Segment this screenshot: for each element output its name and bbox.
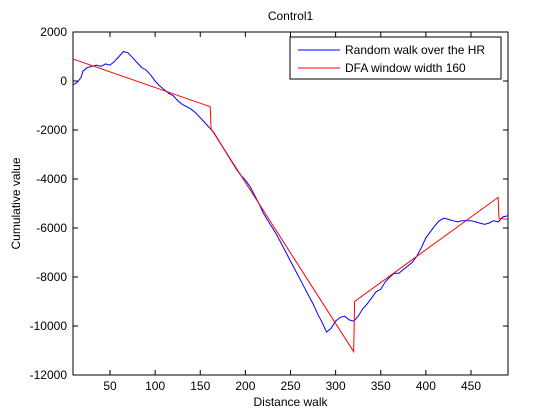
legend-label-1: DFA window width 160 [345,61,466,75]
chart-title: Control1 [268,9,314,23]
x-tick-label: 350 [371,379,391,393]
x-tick-label: 250 [280,379,300,393]
axis-layer: 50 100 150 200 250 300 350 400 450 2000 0 -2000 -400… [30,25,508,393]
legend-label-0: Random walk over the HR [345,43,485,57]
y-tick-label: 2000 [40,25,67,39]
x-tick-label: 100 [145,379,165,393]
y-axis-title: Cumulative value [9,157,23,249]
y-tick-label: -10000 [30,319,68,333]
x-tick-label: 400 [416,379,436,393]
series-line-0 [73,51,508,333]
y-tick-label: -8000 [36,270,67,284]
legend-box [289,36,502,80]
y-tick-label: 0 [60,74,67,88]
x-tick-label: 200 [235,379,255,393]
plot-area [72,31,509,376]
y-tick-label: -2000 [36,123,67,137]
series-line-1 [73,58,508,354]
x-tick-label: 150 [190,379,210,393]
y-tick-label: -4000 [36,172,67,186]
x-tick-label: 450 [461,379,481,393]
x-axis-title: Distance walk [253,395,328,409]
series-layer [73,51,508,354]
legend: Random walk over the HR DFA window width … [289,36,502,80]
x-tick-label: 300 [326,379,346,393]
y-tick-label: -12000 [30,368,68,382]
x-tick-label: 50 [103,379,117,393]
y-tick-label: -6000 [36,221,67,235]
